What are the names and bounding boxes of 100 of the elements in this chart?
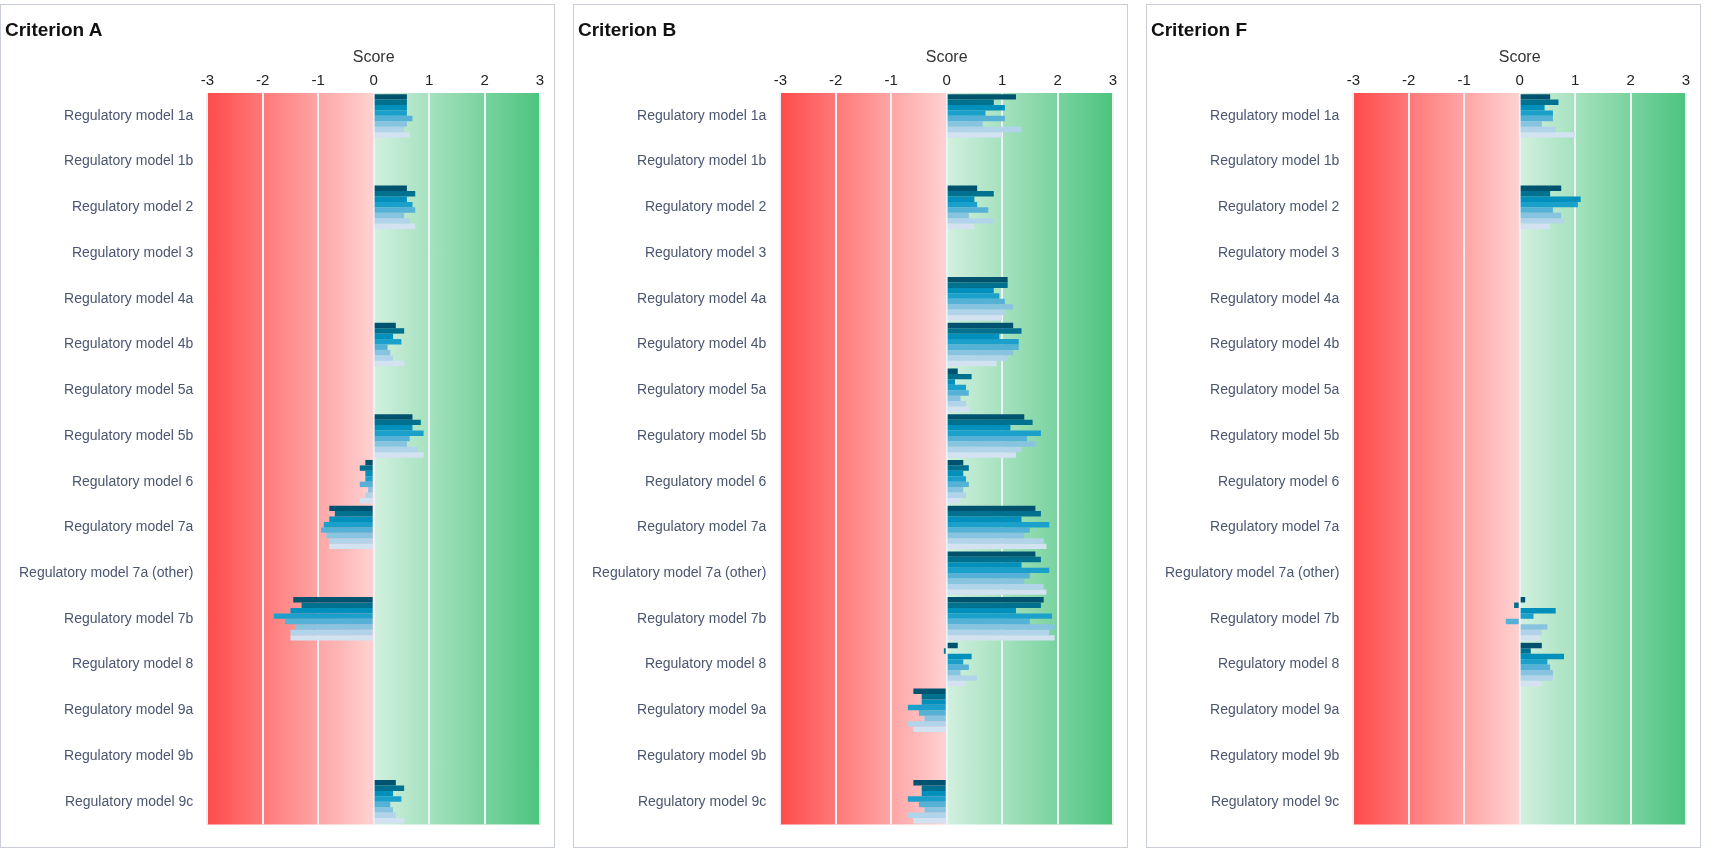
bar	[947, 191, 994, 197]
bar	[1520, 185, 1562, 192]
bar	[374, 99, 407, 105]
y-tick-label: Regulatory model 9c	[637, 792, 767, 809]
x-tick-label: -1	[1457, 71, 1471, 89]
bar	[947, 624, 1055, 630]
bar	[947, 578, 1025, 584]
bar	[1520, 218, 1565, 224]
bar	[374, 339, 402, 345]
bar	[947, 395, 961, 402]
bar	[947, 680, 967, 687]
bar	[1520, 664, 1551, 670]
text: Criterion F	[1151, 18, 1248, 40]
bar	[1520, 642, 1542, 649]
bar	[921, 785, 946, 791]
y-tick-label: Regulatory model 9a	[1210, 701, 1340, 718]
x-tick-label: -1	[311, 71, 325, 89]
x-tick-label: 3	[535, 71, 545, 89]
bar	[293, 597, 373, 603]
bar	[947, 441, 1036, 447]
bar	[1520, 132, 1576, 138]
bar	[326, 532, 373, 539]
bar	[947, 664, 969, 670]
bar	[947, 315, 1003, 321]
bar	[947, 669, 961, 676]
bar	[947, 465, 969, 471]
bar	[947, 419, 1033, 426]
bar	[947, 223, 975, 230]
bar	[374, 196, 407, 202]
bar	[913, 726, 946, 733]
bar	[947, 185, 978, 192]
bar	[947, 642, 958, 649]
bar	[374, 328, 405, 334]
x-tick-label: 0	[942, 71, 951, 89]
bar	[947, 481, 969, 488]
y-tick-label: Regulatory model 3	[644, 243, 767, 260]
bar	[947, 322, 1014, 329]
bar	[947, 401, 967, 407]
bar	[374, 201, 413, 208]
bar	[296, 624, 373, 630]
y-tick-label: Regulatory model 4a	[1210, 289, 1340, 306]
bar	[365, 470, 373, 477]
bar	[947, 373, 972, 380]
bar	[947, 360, 997, 367]
bar	[947, 511, 1041, 517]
bar	[374, 333, 394, 340]
y-tick-label: Regulatory model 7a (other)	[592, 563, 767, 580]
bar	[947, 207, 989, 213]
bar	[374, 126, 405, 133]
bar	[947, 618, 1030, 625]
x-tick-label: 1	[424, 71, 434, 89]
bar	[374, 414, 413, 420]
x-tick-label: 3	[1681, 71, 1691, 89]
y-tick-label: Regulatory model 9b	[637, 746, 767, 763]
bar	[374, 419, 421, 426]
bar	[947, 115, 1005, 122]
bar	[1520, 659, 1548, 665]
bar	[947, 293, 1000, 299]
bar	[1520, 653, 1565, 660]
bar	[368, 487, 373, 493]
y-tick-label: Regulatory model 7a (other)	[1165, 563, 1340, 580]
bar	[290, 629, 373, 636]
bar	[374, 218, 410, 224]
bar	[947, 349, 1014, 356]
bar	[947, 653, 972, 660]
bar	[1520, 207, 1553, 213]
bar	[947, 597, 1044, 603]
x-tick-label: 3	[1108, 71, 1118, 89]
bar	[947, 497, 961, 504]
bar	[365, 476, 373, 482]
bar	[947, 355, 1008, 361]
bar	[924, 807, 946, 813]
bar	[374, 441, 407, 447]
y-tick-label: Regulatory model 9a	[64, 701, 194, 718]
bar	[947, 635, 1055, 641]
bar	[947, 414, 1025, 420]
y-tick-label: Regulatory model 8	[71, 655, 194, 672]
text: Criterion B	[578, 18, 677, 40]
bar	[947, 406, 969, 412]
y-tick-label: Regulatory model 5a	[1210, 381, 1340, 398]
bar	[374, 322, 396, 329]
y-tick-label: Regulatory model 5b	[64, 426, 194, 443]
bar	[918, 710, 946, 716]
bar	[947, 527, 1030, 533]
bar	[320, 527, 373, 533]
bar	[947, 218, 994, 224]
bar	[374, 430, 424, 436]
bar	[947, 543, 1047, 550]
bar	[365, 459, 373, 466]
bar	[284, 618, 373, 625]
bar	[947, 567, 1050, 574]
y-tick-label: Regulatory model 8	[1217, 655, 1340, 672]
bar	[947, 516, 1022, 522]
bar	[374, 785, 405, 791]
y-tick-label: Regulatory model 5b	[637, 426, 767, 443]
x-axis-title: Score	[925, 47, 968, 65]
y-tick-label: Regulatory model 3	[1217, 243, 1340, 260]
y-tick-label: Regulatory model 7b	[637, 609, 767, 626]
y-tick-label: Regulatory model 6	[71, 472, 194, 489]
bar	[329, 538, 373, 544]
